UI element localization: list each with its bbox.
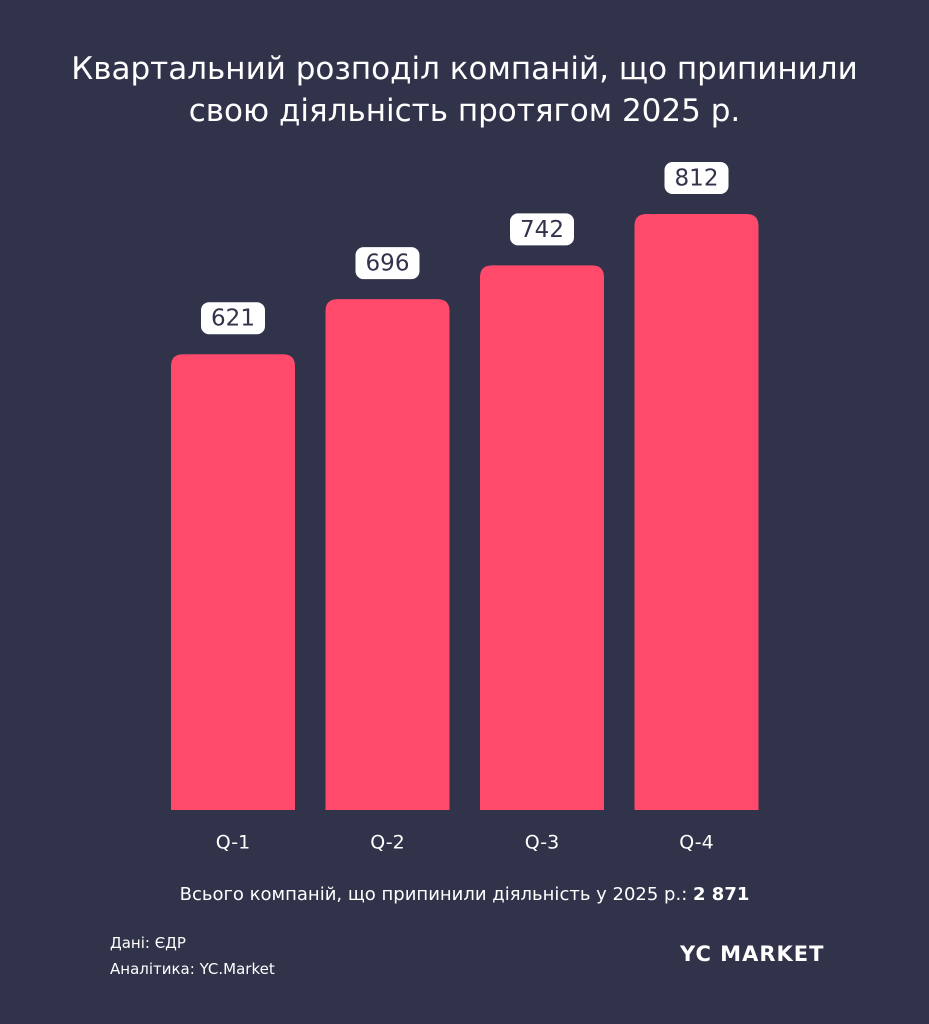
value-label-box xyxy=(510,213,574,246)
analytics: Аналітика: YC.Market xyxy=(110,960,275,978)
chart-title: Квартальний розподіл компаній, що припин… xyxy=(71,51,858,129)
x-tick-label: Q-2 xyxy=(370,832,404,854)
x-tick-label: Q-1 xyxy=(216,832,250,854)
value-label-box xyxy=(355,247,420,280)
x-tick-label: Q-4 xyxy=(679,832,713,854)
value-label: 812 xyxy=(675,166,719,192)
bar xyxy=(325,299,450,810)
value-label: 696 xyxy=(366,251,410,277)
value-label-box xyxy=(664,162,729,194)
logo: YC MARKET xyxy=(680,942,825,966)
bar xyxy=(480,265,604,811)
total-text: Всього компаній, що припинили діяльність… xyxy=(179,884,688,905)
value-label: 621 xyxy=(211,306,255,332)
x-tick-label: Q-3 xyxy=(525,832,559,854)
total-line: Всього компаній, що припинили діяльність… xyxy=(0,884,929,905)
bar xyxy=(171,354,295,810)
chart: 621 Q-1 696 Q-2 742 Q-3 812 Q-4 xyxy=(171,162,759,854)
value-label: 742 xyxy=(520,217,564,243)
total-value: 2 871 xyxy=(693,884,750,905)
source: Дані: ЄДР xyxy=(110,934,186,952)
bar xyxy=(634,214,759,810)
value-label-box xyxy=(201,302,265,335)
